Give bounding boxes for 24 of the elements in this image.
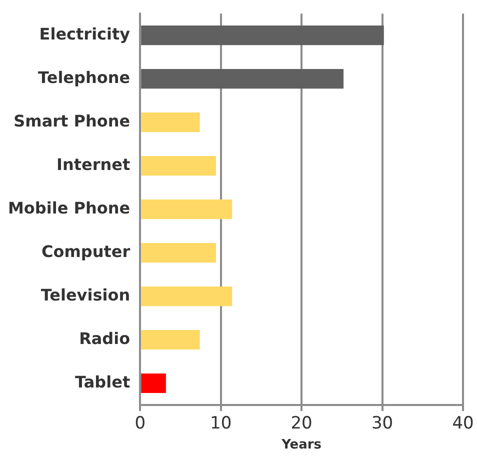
x-axis-title: Years (280, 438, 322, 453)
x-tick-label: 30 (371, 414, 394, 434)
x-tick-label: 20 (290, 414, 312, 434)
bar (141, 243, 216, 263)
bar (141, 112, 200, 132)
bar (141, 200, 232, 220)
y-tick-label: Smart Phone (14, 111, 130, 130)
bar (141, 26, 384, 46)
bar (141, 69, 344, 89)
bar (141, 156, 216, 176)
y-tick-label: Computer (41, 242, 130, 261)
y-tick-label: Radio (79, 328, 130, 348)
y-tick-label: Tablet (75, 372, 130, 392)
bar (141, 373, 166, 394)
bar (141, 330, 200, 350)
x-tick-label: 40 (452, 414, 474, 434)
y-tick-label: Mobile Phone (8, 198, 130, 218)
x-tick-label: 10 (210, 414, 232, 434)
x-tick-label: 0 (134, 414, 146, 434)
bar (141, 286, 232, 306)
y-tick-label: Television (40, 285, 130, 304)
y-tick-label: Internet (56, 154, 130, 174)
y-tick-label: Telephone (38, 68, 130, 87)
y-tick-label: Electricity (39, 24, 131, 44)
